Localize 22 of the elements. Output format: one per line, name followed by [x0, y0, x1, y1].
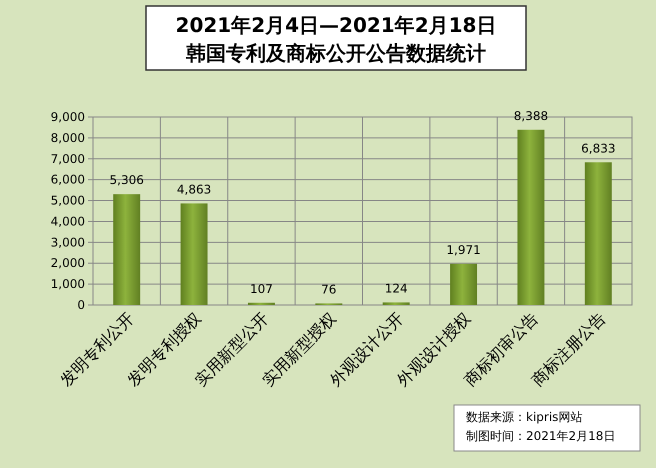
data-label: 107 [250, 282, 273, 296]
data-label: 76 [321, 282, 336, 296]
data-label: 1,971 [446, 242, 481, 257]
y-tick-label: 8,000 [50, 130, 85, 145]
y-tick-label: 2,000 [50, 256, 85, 270]
data-label: 6,833 [581, 141, 616, 156]
y-tick-label: 3,000 [50, 235, 85, 250]
data-label: 124 [384, 281, 408, 296]
data-label: 4,863 [176, 182, 212, 196]
chart-title: 2021年2月4日—2021年2月18日 [176, 13, 496, 37]
y-tick-label: 5,000 [50, 194, 85, 208]
y-tick-label: 4,000 [50, 214, 85, 228]
y-tick-label: 6,000 [50, 172, 85, 187]
chart-subtitle: 韩国专利及商标公开公告数据统计 [185, 41, 486, 65]
y-tick-label: 9,000 [50, 110, 85, 124]
y-tick-label: 1,000 [50, 277, 85, 292]
source-note: 数据来源：kipris网站 [466, 410, 582, 424]
data-label: 8,388 [514, 108, 548, 123]
y-tick-label: 0 [77, 298, 85, 312]
y-tick-label: 7,000 [50, 152, 85, 166]
text: 制图时间：2021年2月18日 [466, 429, 616, 443]
data-label: 5,306 [110, 173, 144, 188]
